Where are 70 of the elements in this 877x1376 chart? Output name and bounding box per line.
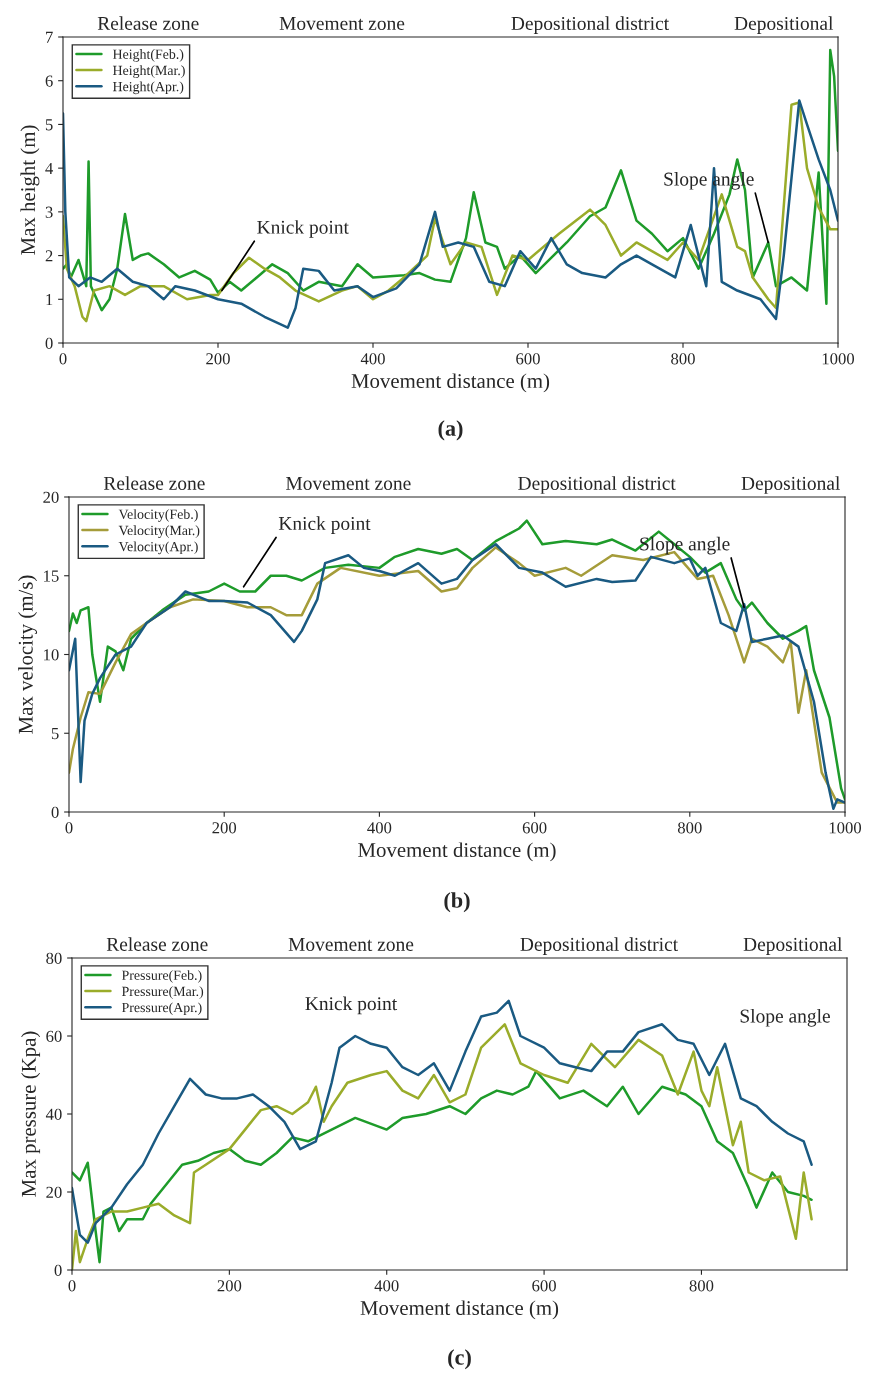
y-axis-title: Max pressure (Kpa) <box>21 1031 41 1197</box>
x-tick-label: 800 <box>689 1280 714 1292</box>
legend-label: Velocity(Feb.) <box>118 509 198 522</box>
y-tick-label: 1 <box>46 294 53 306</box>
y-tick-label: 0 <box>54 1264 62 1276</box>
x-tick-label: 200 <box>217 1280 242 1292</box>
text: (c) <box>448 1349 471 1370</box>
x-tick-label: 600 <box>532 1280 556 1292</box>
legend-label: Pressure(Feb.) <box>121 970 202 983</box>
y-tick-label: 7 <box>46 31 53 43</box>
y-tick-label: 10 <box>44 649 59 661</box>
x-tick-label: 400 <box>374 1280 399 1292</box>
text: Release zone <box>103 476 205 490</box>
text: Depositional <box>741 476 840 494</box>
y-tick-label: 60 <box>46 1030 62 1042</box>
y-tick-label: 4 <box>45 162 54 174</box>
y-tick-label: 5 <box>51 728 59 740</box>
text: Movement zone <box>288 938 414 951</box>
y-tick-label: 20 <box>43 491 59 503</box>
y-tick-label: 80 <box>46 952 62 964</box>
annotation: Knick point <box>278 516 371 534</box>
x-tick-label: 200 <box>212 822 237 834</box>
text: Depositional district <box>518 476 676 494</box>
text: Depositional district <box>520 937 678 955</box>
legend-label: Pressure(Apr.) <box>121 1002 202 1016</box>
text: (b) <box>444 892 470 913</box>
y-tick-label: 2 <box>45 250 53 262</box>
legend-label: Height(Mar.) <box>112 65 185 78</box>
x-axis-title: Movement distance (m) <box>358 842 556 862</box>
x-tick-label: 600 <box>516 353 540 365</box>
legend-label: Velocity(Apr.) <box>118 541 198 555</box>
line-series <box>63 48 838 312</box>
text: Depositional <box>743 937 843 955</box>
y-tick-label: 6 <box>45 75 53 87</box>
y-tick-label: 15 <box>44 570 59 582</box>
y-tick-label: 3 <box>45 206 53 218</box>
y-tick-label: 0 <box>51 806 59 818</box>
x-axis-title: Movement distance (m) <box>351 373 550 393</box>
x-tick-label: 1000 <box>829 822 862 834</box>
x-axis-title: Movement distance (m) <box>360 1300 559 1320</box>
text: Depositional <box>734 16 834 34</box>
annotation: Knick point <box>257 220 349 238</box>
text: Depositional district <box>511 16 669 34</box>
y-axis-title: Max velocity (m/s) <box>18 575 38 734</box>
x-tick-label: 1000 <box>822 353 855 365</box>
legend-label: Pressure(Mar.) <box>121 986 204 999</box>
legend-label: Height(Apr.) <box>112 81 184 95</box>
y-tick-label: 20 <box>46 1186 62 1198</box>
text: Release zone <box>106 937 208 951</box>
text: Movement zone <box>279 17 405 30</box>
line-series <box>72 1069 813 1264</box>
annotation: Knick point <box>305 996 398 1015</box>
x-tick-label: 800 <box>671 353 695 365</box>
y-tick-label: 40 <box>45 1108 62 1120</box>
legend-label: Height(Feb.) <box>112 49 184 62</box>
y-tick-label: 5 <box>45 119 53 131</box>
x-tick-label: 400 <box>367 822 392 834</box>
x-tick-label: 0 <box>65 822 73 834</box>
x-tick-label: 400 <box>360 353 385 365</box>
y-tick-label: 0 <box>45 337 53 349</box>
x-tick-label: 600 <box>522 822 547 834</box>
x-tick-label: 200 <box>206 353 230 365</box>
annotation: Slope angle <box>740 1008 830 1027</box>
x-tick-label: 0 <box>68 1280 76 1292</box>
y-axis-title: Max height (m) <box>20 125 40 255</box>
x-tick-label: 800 <box>677 822 702 834</box>
text: Release zone <box>97 16 199 30</box>
text: (a) <box>438 420 463 441</box>
text: Movement zone <box>286 476 411 490</box>
legend-label: Velocity(Mar.) <box>118 525 200 538</box>
